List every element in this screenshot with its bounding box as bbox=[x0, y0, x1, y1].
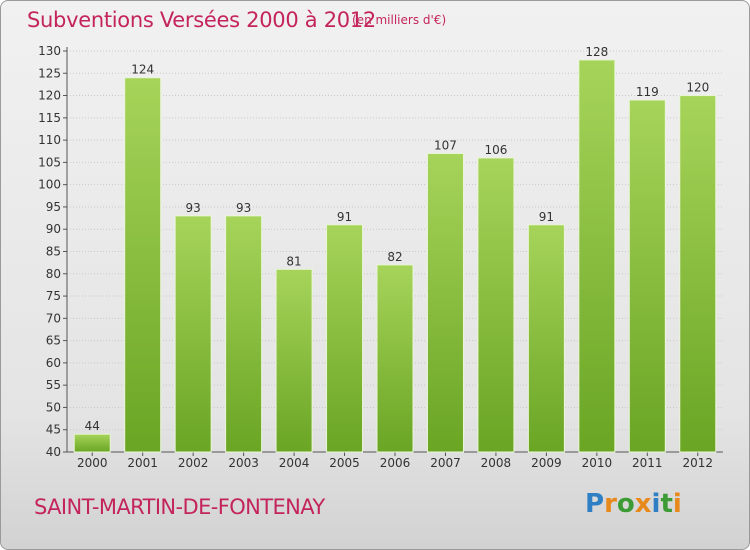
bar bbox=[426, 152, 464, 453]
y-tick-label: 95 bbox=[46, 200, 61, 214]
value-label: 81 bbox=[286, 254, 301, 268]
x-tick-label: 2007 bbox=[430, 456, 461, 470]
logo-letter: o bbox=[616, 489, 635, 519]
value-label: 106 bbox=[484, 143, 507, 157]
y-tick-label: 125 bbox=[38, 66, 61, 80]
logo-letter: i bbox=[672, 489, 682, 519]
y-tick-label: 90 bbox=[46, 222, 61, 236]
value-label: 82 bbox=[387, 250, 402, 264]
bar bbox=[376, 264, 414, 453]
value-label: 124 bbox=[131, 63, 154, 77]
y-tick-label: 75 bbox=[46, 289, 61, 303]
logo-letter: r bbox=[604, 489, 617, 519]
logo-letter: i bbox=[651, 489, 661, 519]
x-tick-label: 2011 bbox=[632, 456, 663, 470]
x-tick-label: 2004 bbox=[279, 456, 310, 470]
value-label: 107 bbox=[434, 138, 457, 152]
y-tick-label: 45 bbox=[46, 423, 61, 437]
y-tick-label: 100 bbox=[38, 178, 61, 192]
x-tick-label: 2010 bbox=[582, 456, 613, 470]
chart-title: Subventions Versées 2000 à 2012 bbox=[27, 8, 376, 32]
x-tick-label: 2001 bbox=[127, 456, 158, 470]
bar bbox=[124, 77, 162, 453]
x-tick-label: 2012 bbox=[682, 456, 713, 470]
logo-letter: P bbox=[585, 489, 605, 519]
y-tick-label: 120 bbox=[38, 89, 61, 103]
y-tick-label: 105 bbox=[38, 155, 61, 169]
x-tick-label: 2009 bbox=[531, 456, 562, 470]
labels: 40 45 50 55 60 65 70 75 80 85 90 95 100 105 110 115 120 1… bbox=[38, 44, 713, 470]
bar bbox=[73, 433, 111, 453]
y-tick-label: 40 bbox=[46, 445, 61, 459]
y-tick-label: 70 bbox=[46, 311, 61, 325]
value-label: 120 bbox=[686, 81, 709, 95]
y-tick-label: 65 bbox=[46, 334, 61, 348]
x-tick-label: 2003 bbox=[228, 456, 259, 470]
x-tick-label: 2002 bbox=[178, 456, 209, 470]
y-tick-label: 115 bbox=[38, 111, 61, 125]
y-tick-label: 85 bbox=[46, 245, 61, 259]
value-label: 93 bbox=[236, 201, 251, 215]
value-label: 119 bbox=[636, 85, 659, 99]
value-label: 93 bbox=[186, 201, 201, 215]
bar bbox=[275, 268, 313, 453]
logo-letter: t bbox=[660, 489, 673, 519]
commune-name: SAINT-MARTIN-DE-FONTENAY bbox=[34, 495, 325, 519]
value-label: 91 bbox=[337, 210, 352, 224]
x-tick-label: 2000 bbox=[77, 456, 108, 470]
value-label: 91 bbox=[539, 210, 554, 224]
x-tick-label: 2006 bbox=[380, 456, 411, 470]
y-tick-label: 55 bbox=[46, 378, 61, 392]
bars bbox=[73, 59, 717, 453]
value-label: 128 bbox=[585, 45, 608, 59]
bar bbox=[679, 95, 717, 453]
bar bbox=[225, 215, 263, 453]
bar bbox=[628, 99, 666, 453]
chart-subtitle: (en milliers d'€) bbox=[352, 13, 447, 27]
y-tick-label: 80 bbox=[46, 267, 61, 281]
y-tick-label: 130 bbox=[38, 44, 61, 58]
x-tick-label: 2008 bbox=[481, 456, 512, 470]
bar bbox=[477, 157, 515, 453]
y-tick-label: 60 bbox=[46, 356, 61, 370]
y-tick-label: 50 bbox=[46, 400, 61, 414]
bar bbox=[326, 224, 364, 453]
bar bbox=[527, 224, 565, 453]
bar bbox=[174, 215, 212, 453]
logo-letter: x bbox=[634, 489, 652, 519]
proxiti-logo: Proxiti bbox=[585, 489, 682, 519]
x-tick-label: 2005 bbox=[329, 456, 360, 470]
y-tick-label: 110 bbox=[38, 133, 61, 147]
value-label: 44 bbox=[85, 419, 100, 433]
bar bbox=[578, 59, 616, 453]
